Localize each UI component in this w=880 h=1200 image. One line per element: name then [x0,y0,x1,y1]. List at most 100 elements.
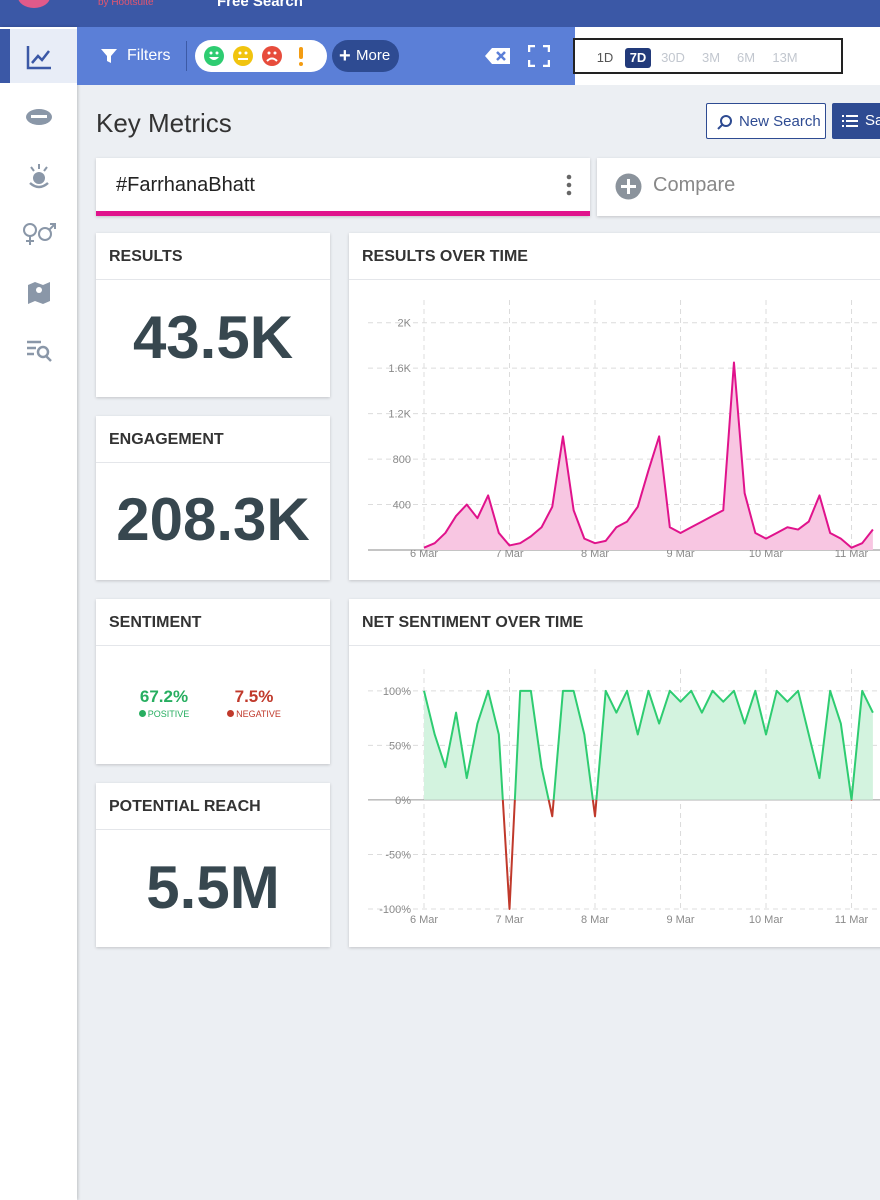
sentiment-filter[interactable] [195,40,327,72]
y-tick-label: 1.2K [388,409,411,421]
reach-card: POTENTIAL REACH 5.5M [96,783,330,947]
negative-label: NEGATIVE [236,709,281,719]
app-title: Free Search [217,0,303,10]
map-icon[interactable] [24,277,54,307]
range-selector: 1D 7D 30D 3M 6M 13M [573,38,843,74]
x-tick-label: 11 Mar [835,548,869,560]
chart-title: RESULTS OVER TIME [362,248,528,265]
new-search-button[interactable]: New Search [706,103,826,139]
y-tick-label: 1.6K [388,363,411,375]
positive-caption: POSITIVE [124,709,204,719]
separator [349,279,880,280]
new-search-label: New Search [739,113,821,130]
metric-value: 208.3K [116,486,310,553]
positive-label: POSITIVE [147,709,190,719]
x-tick-label: 8 Mar [581,548,609,560]
more-button[interactable]: + More [332,40,399,72]
y-tick-label: 100% [383,686,411,698]
more-label: More [356,47,391,64]
range-bar: 1D 7D 30D 3M 6M 13M [573,27,880,85]
negative-dot [227,710,235,717]
x-tick-label: 11 Mar [835,914,869,926]
x-tick-label: 9 Mar [666,548,694,560]
negative-value: 7.5% [234,687,274,706]
divider [186,41,187,71]
y-tick-label: 800 [393,454,411,466]
page-title: Key Metrics [96,108,232,138]
area [424,362,873,550]
range-option[interactable]: 6M [736,50,756,65]
area [424,690,873,800]
expand-icon[interactable] [528,45,550,67]
separator [96,829,330,830]
range-option[interactable]: 1D [596,50,614,65]
y-tick-label: 0% [395,795,411,807]
brand: by Hootsuite [98,0,154,8]
x-tick-label: 6 Mar [410,914,438,926]
card-title: RESULTS [109,248,183,265]
results-chart-card: RESULTS OVER TIME 400 800 1.2K 1.6K 2K 6 Mar 7… [349,233,880,580]
list-icon [842,115,858,127]
save-button[interactable]: Save [832,103,880,139]
toolbar: Filters + More [77,27,575,85]
gender-icon[interactable] [20,218,58,248]
range-option[interactable]: 7D [625,48,651,68]
x-tick-label: 10 Mar [749,548,784,560]
logo [18,0,50,8]
x-tick-label: 9 Mar [666,914,694,926]
x-tick-label: 6 Mar [410,548,438,560]
kebab-icon[interactable] [566,174,572,196]
filters-button[interactable]: Filters [127,47,171,64]
search-icon [717,115,732,130]
chart-title: NET SENTIMENT OVER TIME [362,614,584,631]
card-title: SENTIMENT [109,614,202,631]
x-tick-label: 10 Mar [749,914,784,926]
trend-icon[interactable] [24,42,54,72]
compare-label: Compare [653,174,736,196]
active-indicator [0,29,10,83]
positive-dot [138,710,146,717]
y-tick-label: 2K [398,318,412,330]
y-tick-label: -100% [379,904,411,916]
metric-value: 43.5K [132,304,294,371]
top-bar: by Hootsuite Free Search [0,0,880,27]
range-option[interactable]: 3M [701,50,721,65]
engagement-card: ENGAGEMENT 208.3K [96,416,330,580]
x-tick-label: 8 Mar [581,914,609,926]
save-label: Save [865,112,880,129]
results-card: RESULTS 43.5K [96,233,330,397]
emotion-icon[interactable] [24,161,54,191]
x-tick-label: 7 Mar [495,548,523,560]
y-tick-label: -50% [385,849,411,861]
search-query: #FarrhanaBhatt [116,174,255,196]
plus-icon: + [339,45,351,67]
line [423,361,874,549]
range-option[interactable]: 30D [661,50,685,65]
compare-tab[interactable]: Compare [597,158,880,216]
negative-caption: NEGATIVE [214,709,294,719]
filter-icon [101,49,117,63]
positive-value: 67.2% [139,687,189,706]
chart: -100% -50% 0% 50% 100% 6 Mar 7 Mar 8 Mar 9 Mar 10… [368,669,880,926]
add-icon [615,173,642,200]
separator [349,645,880,646]
clear-icon[interactable] [485,47,511,65]
x-tick-label: 7 Mar [495,914,523,926]
separator [96,462,330,463]
range-option[interactable]: 13M [772,50,798,65]
cloud-icon[interactable] [24,101,54,131]
chart: 400 800 1.2K 1.6K 2K 6 Mar 7 Mar 8 Mar 9 Mar 10 M… [368,300,880,560]
search-list-icon[interactable] [24,335,54,365]
y-tick-label: 50% [389,740,411,752]
active-underline [96,211,590,216]
search-tab[interactable]: #FarrhanaBhatt [96,158,590,216]
line [423,689,874,800]
sidebar [0,27,77,1200]
card-title: POTENTIAL REACH [109,798,261,815]
card-title: ENGAGEMENT [109,431,224,448]
sentiment-chart-card: NET SENTIMENT OVER TIME -100% -50% 0% 50% 10… [349,599,880,947]
separator [96,645,330,646]
sentiment-icons [204,46,303,66]
metric-value: 5.5M [146,854,280,921]
